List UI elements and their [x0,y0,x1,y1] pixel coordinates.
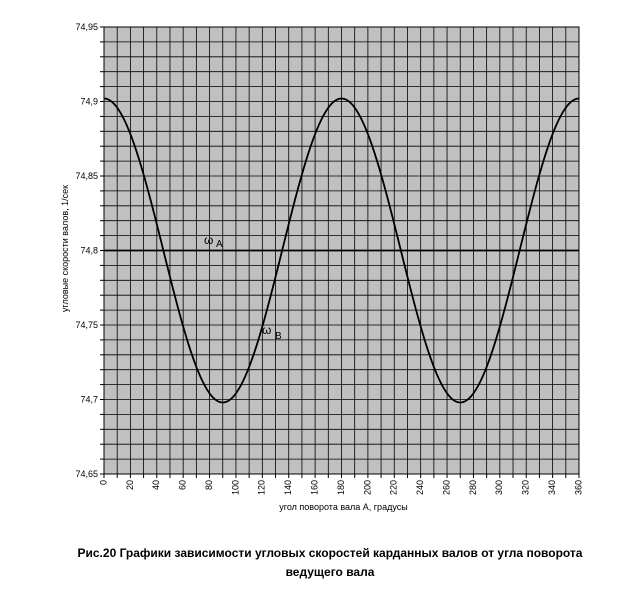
y-tick-label: 74,95 [75,22,98,32]
y-tick-label: 74,7 [80,395,98,405]
x-tick-label: 280 [468,480,478,495]
x-tick-label: 160 [309,480,319,495]
caption-line-1: Рис.20 Графики зависимости угловых скоро… [77,546,583,560]
y-tick-label: 74,75 [75,320,98,330]
x-tick-label: 360 [573,480,583,495]
x-axis-title: угол поворота вала А, градусы [279,502,407,512]
y-axis-title: угловые скорости валов, 1/сек [60,185,70,312]
x-tick-label: 180 [336,480,346,495]
figure-caption: Рис.20 Графики зависимости угловых скоро… [40,544,619,582]
x-tick-label: 340 [547,480,557,495]
grid [100,26,580,478]
x-tick-label: 120 [257,480,267,495]
x-tick-label: 80 [204,480,214,490]
series-layer [103,97,580,404]
x-tick-label: 140 [283,480,293,495]
series-omega-b-line [103,97,580,404]
x-tick-label: 300 [494,480,504,495]
caption-line-2: ведущего вала [285,565,375,579]
annotation-omega-b-symbol: ω [262,323,271,337]
x-tick-label: 320 [521,480,531,495]
x-tick-label: 240 [415,480,425,495]
y-tick-label: 74,85 [75,171,98,181]
annotation-omega-b-subscript: B [275,331,282,342]
x-tick-label: 20 [125,480,135,490]
x-tick-label: 220 [389,480,399,495]
annotation-omega-a-symbol: ω [204,233,213,247]
chart: 0 20 40 60 80 100 120 140 160 180 200 220 240 260 280 3… [60,22,583,512]
x-tick-label: 100 [230,480,240,495]
tick-labels: 0 20 40 60 80 100 120 140 160 180 200 220 240 260 280 3… [75,22,583,495]
y-tick-label: 74,8 [80,246,98,256]
x-tick-label: 40 [151,480,161,490]
x-tick-label: 0 [98,480,108,485]
y-tick-label: 74,65 [75,469,98,479]
series-annotations: ω Aω B [204,233,282,342]
x-tick-label: 260 [441,480,451,495]
x-tick-label: 60 [178,480,188,490]
y-tick-label: 74,9 [80,97,98,107]
x-tick-label: 200 [362,480,372,495]
annotation-omega-a-subscript: A [216,239,223,250]
